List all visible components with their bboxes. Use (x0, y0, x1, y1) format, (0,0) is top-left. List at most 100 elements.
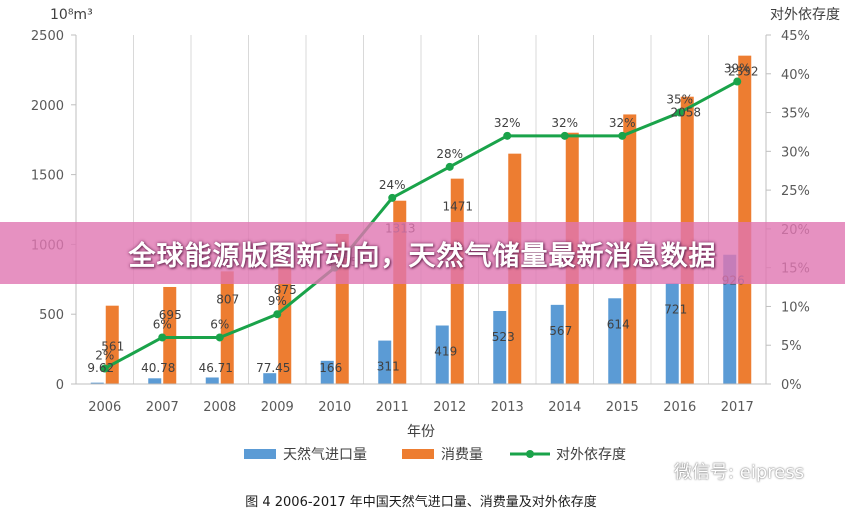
legend: 天然气进口量 消费量 对外依存度 (244, 446, 626, 463)
data-label-dependency: 35% (666, 93, 693, 107)
right-axis-tick-label: 30% (781, 145, 810, 160)
data-label-imports: 46.71 (199, 361, 233, 375)
dependency-marker (158, 333, 167, 342)
right-axis-tick-label: 0% (781, 378, 802, 393)
data-label-imports: 567 (549, 324, 572, 338)
bar-consumption (163, 286, 177, 384)
legend-swatch-imports (244, 449, 276, 459)
dependency-marker (273, 310, 282, 319)
data-label-imports: 77.45 (256, 361, 290, 375)
data-label-imports: 523 (492, 330, 515, 344)
dependency-marker (215, 333, 224, 342)
data-label-consumption: 1471 (442, 200, 473, 214)
data-label-consumption: 561 (101, 340, 124, 354)
dependency-line (104, 80, 738, 370)
dependency-marker (560, 131, 569, 140)
x-axis-tick-label: 2013 (491, 400, 524, 415)
bar-consumption (738, 55, 752, 385)
data-label-dependency: 28% (436, 147, 463, 161)
left-axis-tick-label: 0 (56, 378, 64, 393)
x-axis-tick-label: 2009 (261, 400, 294, 415)
data-label-imports: 9.62 (87, 361, 114, 375)
x-axis-title: 年份 (407, 424, 435, 440)
right-axis-tick-label: 40% (781, 68, 810, 83)
x-axis-tick-label: 2014 (548, 400, 581, 415)
wechat-watermark: 微信号: eipress (642, 458, 804, 484)
data-label-dependency: 32% (609, 116, 636, 130)
chart-bars (90, 55, 752, 385)
data-label-imports: 614 (607, 317, 630, 331)
x-axis-tick-label: 2016 (663, 400, 696, 415)
data-label-dependency: 6% (153, 317, 172, 331)
bar-imports (378, 340, 392, 384)
x-axis-tick-label: 2011 (376, 400, 409, 415)
bar-imports (148, 378, 162, 384)
dependency-marker (733, 77, 742, 86)
dependency-marker (675, 108, 684, 117)
chart-grid (75, 35, 767, 384)
bar-consumption (105, 305, 119, 384)
right-axis-tick-label: 10% (781, 300, 810, 315)
left-axis-tick-label: 2000 (31, 99, 64, 114)
data-label-dependency: 2% (95, 348, 114, 362)
data-label-imports: 311 (377, 360, 400, 374)
x-axis-tick-label: 2010 (318, 400, 351, 415)
right-axis-tick-label: 5% (781, 339, 802, 354)
dependency-marker (618, 131, 627, 140)
data-label-consumption: 807 (216, 292, 239, 306)
chart-axes: 050010001500200025000%5%10%15%20%25%30%3… (31, 29, 810, 415)
bar-imports (665, 283, 679, 384)
data-label-dependency: 6% (210, 317, 229, 331)
headline-title: 全球能源版图新动向，天然气储量最新消息数据 (128, 240, 717, 272)
right-axis-tick-label: 45% (781, 29, 810, 44)
bar-imports (320, 360, 334, 384)
data-label-imports: 166 (319, 361, 342, 375)
legend-label-dependency: 对外依存度 (556, 447, 626, 463)
bar-imports (435, 325, 449, 384)
x-axis-tick-label: 2015 (606, 400, 639, 415)
data-label-dependency: 39% (724, 62, 751, 76)
bar-imports (90, 382, 104, 384)
dependency-marker (100, 364, 109, 373)
data-label-dependency: 32% (494, 116, 521, 130)
data-label-dependency: 24% (379, 178, 406, 192)
data-label-consumption: 695 (159, 308, 182, 322)
chart-data-labels: 9.6256140.7869546.7180777.45875166107531… (87, 62, 758, 375)
bar-consumption (220, 271, 234, 384)
wechat-icon (642, 461, 668, 480)
left-axis-tick-label: 2500 (31, 29, 64, 44)
right-axis-tick-label: 25% (781, 184, 810, 199)
legend-label-imports: 天然气进口量 (283, 446, 367, 463)
right-axis-tick-label: 35% (781, 107, 810, 122)
data-label-imports: 419 (434, 345, 457, 359)
x-axis-tick-label: 2008 (203, 400, 236, 415)
legend-label-consumption: 消费量 (441, 447, 483, 463)
x-axis-tick-label: 2006 (88, 400, 121, 415)
data-label-imports: 40.78 (141, 361, 175, 375)
dependency-marker (445, 162, 454, 171)
figure-caption: 图 4 2006-2017 年中国天然气进口量、消费量及对外依存度 (245, 494, 597, 510)
legend-swatch-consumption (402, 449, 434, 459)
bar-imports (205, 377, 219, 384)
data-label-dependency: 32% (551, 116, 578, 130)
left-axis-tick-label: 500 (39, 308, 64, 323)
data-label-dependency: 9% (268, 294, 287, 308)
bar-imports (723, 254, 737, 384)
left-axis-unit: 10⁸m³ (50, 7, 93, 23)
data-label-consumption: 2352 (728, 65, 759, 79)
x-axis-tick-label: 2017 (721, 400, 754, 415)
watermark-text: 微信号: eipress (674, 462, 805, 483)
right-axis-unit: 对外依存度 (770, 7, 840, 23)
x-axis-tick-label: 2007 (146, 400, 179, 415)
bar-imports (263, 373, 277, 384)
bar-imports (493, 310, 507, 384)
x-axis-tick-label: 2012 (433, 400, 466, 415)
legend-marker-dependency (526, 450, 534, 458)
bar-imports (550, 304, 564, 384)
data-label-consumption: 2058 (670, 106, 701, 120)
headline-banner: 全球能源版图新动向，天然气储量最新消息数据 (0, 222, 845, 284)
bar-imports (608, 298, 622, 384)
data-label-imports: 721 (664, 302, 687, 316)
bar-consumption (278, 261, 292, 384)
left-axis-tick-label: 1500 (31, 169, 64, 184)
